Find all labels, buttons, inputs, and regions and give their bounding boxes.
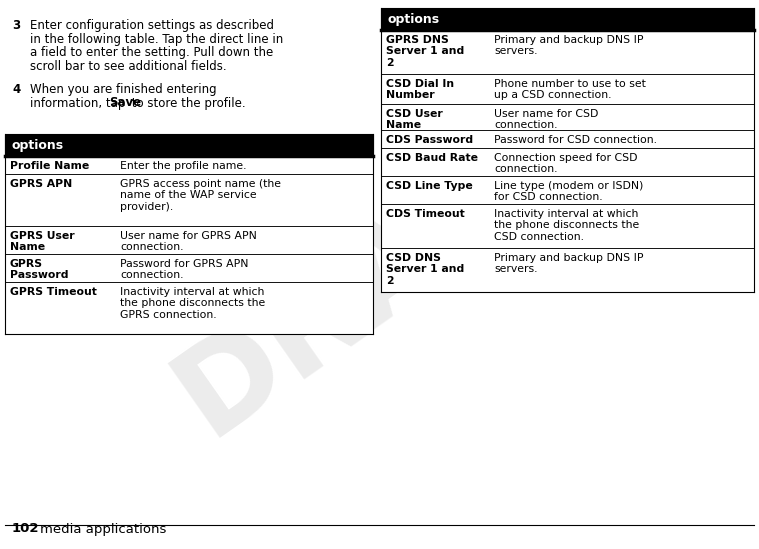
Text: Enter the profile name.: Enter the profile name. (120, 161, 247, 171)
Text: provider).: provider). (120, 202, 173, 212)
Text: to store the profile.: to store the profile. (128, 97, 246, 109)
Bar (381, 176, 754, 204)
Bar (5, 254, 373, 282)
Bar (381, 248, 754, 292)
Text: information, tap: information, tap (30, 97, 129, 109)
Text: options: options (11, 138, 63, 152)
Text: User name for CSD: User name for CSD (494, 109, 598, 119)
Text: Server 1 and: Server 1 and (386, 47, 465, 57)
Bar (5, 282, 373, 334)
Text: Enter configuration settings as described: Enter configuration settings as describe… (30, 19, 274, 32)
Text: Profile Name: Profile Name (10, 161, 90, 171)
Text: GPRS User: GPRS User (10, 231, 74, 241)
Text: connection.: connection. (120, 243, 184, 253)
Text: connection.: connection. (120, 271, 184, 281)
Text: 102: 102 (12, 523, 39, 535)
Text: name of the WAP service: name of the WAP service (120, 191, 257, 200)
Text: CSD Baud Rate: CSD Baud Rate (386, 153, 478, 163)
Text: 4: 4 (12, 83, 20, 96)
Text: When you are finished entering: When you are finished entering (30, 83, 216, 96)
Text: CDS Password: CDS Password (386, 135, 473, 145)
Bar (5, 134, 373, 156)
Text: Connection speed for CSD: Connection speed for CSD (494, 153, 638, 163)
Bar (5, 226, 373, 254)
Text: Primary and backup DNS IP: Primary and backup DNS IP (494, 253, 644, 263)
Text: User name for GPRS APN: User name for GPRS APN (120, 231, 257, 241)
Text: GPRS: GPRS (10, 259, 43, 269)
Text: Password for CSD connection.: Password for CSD connection. (494, 135, 657, 145)
Text: GPRS DNS: GPRS DNS (386, 35, 449, 45)
Text: a field to enter the setting. Pull down the: a field to enter the setting. Pull down … (30, 46, 273, 59)
Bar (5, 174, 373, 226)
Bar (381, 30, 754, 74)
Text: DRAFT: DRAFT (154, 91, 606, 458)
Bar (381, 204, 754, 248)
Text: CSD User: CSD User (386, 109, 442, 119)
Text: GPRS connection.: GPRS connection. (120, 310, 216, 320)
Text: scroll bar to see additional fields.: scroll bar to see additional fields. (30, 59, 227, 72)
Text: CSD connection.: CSD connection. (494, 232, 584, 242)
Bar (5, 156, 373, 174)
Bar (381, 8, 754, 30)
Bar (381, 104, 754, 130)
Text: up a CSD connection.: up a CSD connection. (494, 91, 612, 100)
Text: connection.: connection. (494, 120, 558, 131)
Text: options: options (387, 13, 439, 25)
Text: Number: Number (386, 91, 435, 100)
Text: connection.: connection. (494, 165, 558, 175)
Text: Phone number to use to set: Phone number to use to set (494, 79, 646, 89)
Bar (381, 74, 754, 104)
Text: the phone disconnects the: the phone disconnects the (120, 299, 265, 309)
Text: servers.: servers. (494, 47, 537, 57)
Text: GPRS APN: GPRS APN (10, 179, 72, 189)
Text: Save: Save (109, 97, 142, 109)
Text: 2: 2 (386, 58, 394, 68)
Text: Password: Password (10, 271, 68, 281)
Text: Name: Name (386, 120, 421, 131)
Text: Primary and backup DNS IP: Primary and backup DNS IP (494, 35, 644, 45)
Bar (381, 130, 754, 148)
Text: servers.: servers. (494, 265, 537, 274)
Text: CSD Dial In: CSD Dial In (386, 79, 454, 89)
Text: CDS Timeout: CDS Timeout (386, 209, 465, 219)
Text: 2: 2 (386, 276, 394, 286)
Text: media applications: media applications (40, 523, 166, 535)
Text: for CSD connection.: for CSD connection. (494, 193, 603, 203)
Text: the phone disconnects the: the phone disconnects the (494, 221, 639, 231)
Text: GPRS access point name (the: GPRS access point name (the (120, 179, 281, 189)
Text: Inactivity interval at which: Inactivity interval at which (120, 287, 264, 297)
Text: Line type (modem or ISDN): Line type (modem or ISDN) (494, 181, 644, 191)
Bar (381, 148, 754, 176)
Text: Name: Name (10, 243, 45, 253)
Text: Server 1 and: Server 1 and (386, 265, 465, 274)
Text: 3: 3 (12, 19, 20, 32)
Text: GPRS Timeout: GPRS Timeout (10, 287, 97, 297)
Text: Password for GPRS APN: Password for GPRS APN (120, 259, 248, 269)
Text: Inactivity interval at which: Inactivity interval at which (494, 209, 638, 219)
Text: CSD Line Type: CSD Line Type (386, 181, 473, 191)
Text: in the following table. Tap the direct line in: in the following table. Tap the direct l… (30, 32, 283, 46)
Text: CSD DNS: CSD DNS (386, 253, 441, 263)
